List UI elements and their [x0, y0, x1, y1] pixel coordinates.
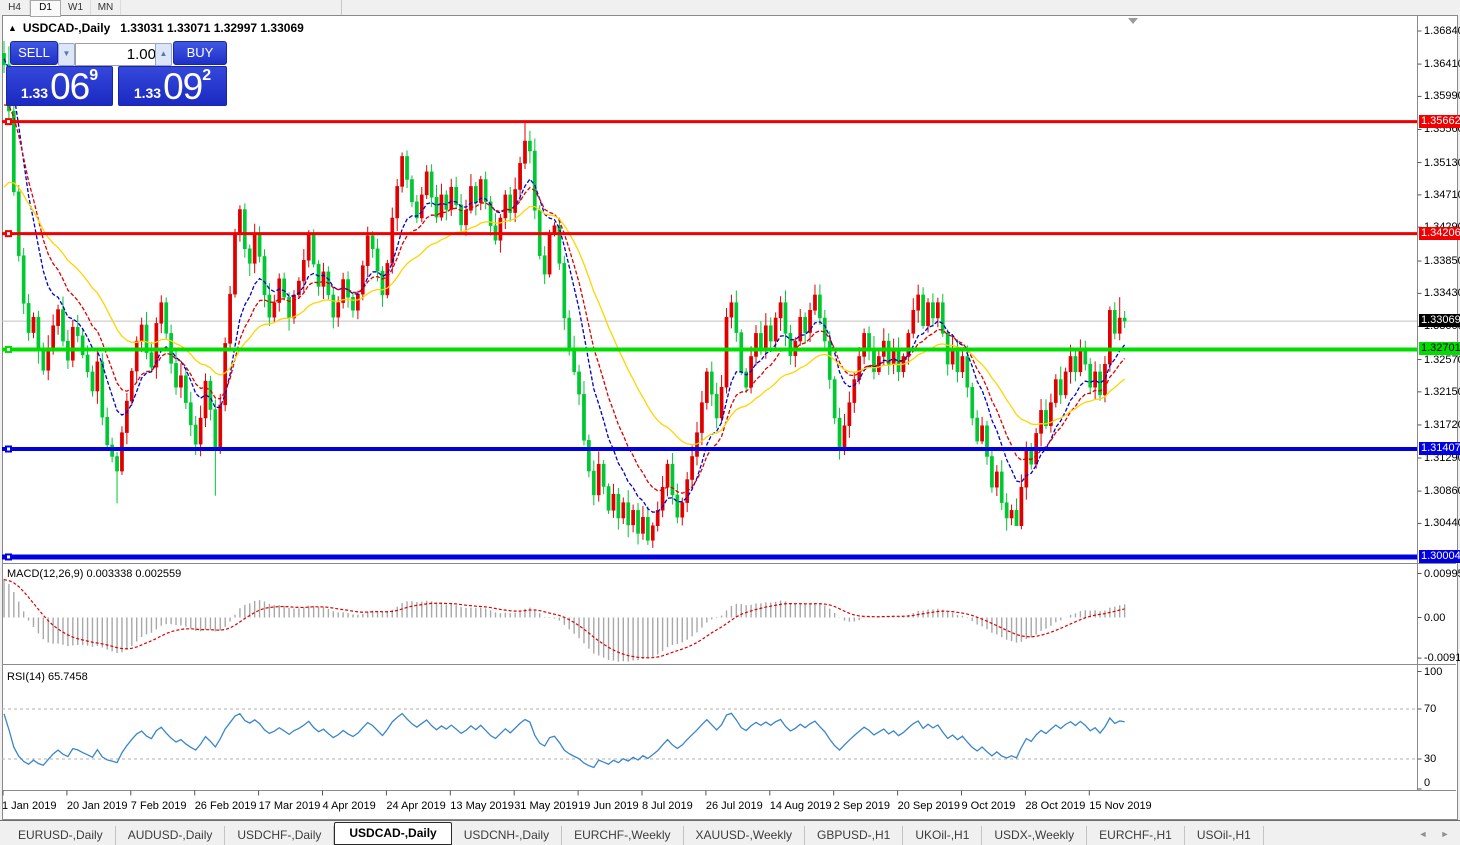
- price-axis-label: 1.34710: [1424, 188, 1460, 201]
- chart-symbol-label: USDCAD-,Daily: [22, 21, 111, 35]
- rsi-label: RSI(14) 65.7458: [7, 671, 88, 683]
- sell-price-big: 06: [50, 66, 90, 107]
- price-axis-label: 1.35130: [1424, 156, 1460, 169]
- arrow-down-icon: ▼: [62, 49, 71, 58]
- date-axis-label: 31 May 2019: [514, 800, 578, 812]
- tab-ukoil-h1[interactable]: UKOil-,H1: [903, 826, 983, 845]
- date-axis-label: 26 Jul 2019: [705, 800, 763, 812]
- rsi-axis-label: 0: [1424, 777, 1431, 789]
- date-axis-label: 26 Feb 2019: [194, 800, 257, 812]
- volume-increase-button[interactable]: ▲: [155, 43, 172, 66]
- price-axis-label: 1.31290: [1424, 452, 1460, 465]
- macd-axis-label: 0.009957: [1424, 567, 1460, 580]
- price-tag-1.35662: 1.35662: [1419, 114, 1460, 128]
- buy-price-button[interactable]: 1.33 09 2: [118, 66, 227, 106]
- price-axis-label: 1.36840: [1424, 25, 1460, 37]
- sell-price-small: 1.33: [20, 85, 49, 101]
- price-tag-1.32701: 1.32701: [1419, 342, 1460, 356]
- chart-window: [2, 15, 1458, 820]
- date-axis-label: 13 May 2019: [450, 800, 514, 812]
- price-axis-label: 1.32150: [1424, 385, 1460, 398]
- date-axis-label: 20 Sep 2019: [897, 800, 960, 812]
- buy-button[interactable]: BUY: [173, 41, 227, 65]
- date-axis-label: 4 Apr 2019: [322, 800, 376, 812]
- price-axis-label: 1.32570: [1424, 353, 1460, 366]
- current-price-tag: 1.33069: [1419, 314, 1460, 328]
- date-axis-label: 24 Apr 2019: [386, 800, 446, 812]
- tab-usdcnh-daily[interactable]: USDCNH-,Daily: [452, 826, 563, 845]
- timeframe-button-w1[interactable]: W1: [61, 0, 91, 15]
- price-axis-label: 1.36410: [1424, 58, 1460, 71]
- one-click-trade-panel: SELL ▼ ▲ BUY 1.33 06 9 1.33 09 2: [6, 41, 227, 106]
- date-axis-label: 9 Oct 2019: [961, 800, 1016, 812]
- date-axis-label: 19 Jun 2019: [578, 800, 639, 812]
- date-axis-label: 14 Aug 2019: [769, 800, 832, 812]
- buy-price-big: 09: [163, 66, 203, 107]
- price-tag-1.34206: 1.34206: [1419, 226, 1460, 240]
- buy-price-small: 1.33: [133, 85, 162, 101]
- buy-price-sup: 2: [202, 67, 212, 84]
- macd-axis-label: -0.009186: [1424, 652, 1460, 665]
- tab-usdcad-daily[interactable]: USDCAD-,Daily: [334, 822, 452, 845]
- timeframe-button-mn[interactable]: MN: [91, 0, 121, 15]
- chart-title: ▲ USDCAD-,Daily 1.33031 1.33071 1.32997 1.…: [8, 21, 304, 35]
- timeframe-toolbar: H4 D1 W1 MN: [0, 0, 1460, 17]
- macd-axis-label: 0.00: [1424, 611, 1446, 624]
- tab-scroll-left-icon[interactable]: ◄: [1418, 829, 1428, 839]
- tab-xauusd-weekly[interactable]: XAUUSD-,Weekly: [684, 826, 805, 845]
- price-axis-label: 1.30440: [1424, 517, 1460, 530]
- sell-button[interactable]: SELL: [10, 41, 58, 65]
- date-axis-label: 7 Feb 2019: [130, 800, 187, 812]
- date-axis-label: 15 Nov 2019: [1089, 800, 1152, 812]
- symbol-tab-bar: EURUSD-,Daily AUDUSD-,Daily USDCHF-,Daily U…: [0, 820, 1460, 845]
- date-axis-label: 20 Jan 2019: [66, 800, 128, 812]
- tab-usdx-weekly[interactable]: USDX-,Weekly: [982, 826, 1088, 845]
- price-axis-label: 1.33850: [1424, 255, 1460, 268]
- tab-usoil-h1[interactable]: USOil-,H1: [1185, 826, 1264, 845]
- sell-price-button[interactable]: 1.33 06 9: [6, 66, 113, 106]
- sell-price-sup: 9: [89, 67, 99, 84]
- volume-decrease-button[interactable]: ▼: [58, 43, 75, 66]
- tab-eurusd-daily[interactable]: EURUSD-,Daily: [6, 826, 116, 845]
- date-axis-label: 1 Jan 2019: [2, 800, 57, 812]
- date-axis-label: 17 Mar 2019: [258, 800, 321, 812]
- tab-scroll-right-icon[interactable]: ►: [1440, 829, 1450, 839]
- timeframe-button-h4[interactable]: H4: [0, 0, 30, 15]
- date-axis-label: 2 Sep 2019: [833, 800, 890, 812]
- date-axis-label: 8 Jul 2019: [642, 800, 693, 812]
- rsi-axis-label: 30: [1424, 753, 1437, 765]
- price-axis-label: 1.30860: [1424, 485, 1460, 498]
- tab-audusd-daily[interactable]: AUDUSD-,Daily: [116, 826, 226, 845]
- rsi-axis-label: 100: [1424, 666, 1443, 678]
- price-axis-label: 1.31720: [1424, 418, 1460, 431]
- tab-gbpusd-h1[interactable]: GBPUSD-,H1: [805, 826, 904, 845]
- tab-eurchf-weekly[interactable]: EURCHF-,Weekly: [562, 826, 684, 845]
- price-tag-1.30004: 1.30004: [1419, 549, 1460, 563]
- rsi-axis-label: 70: [1424, 703, 1437, 715]
- tab-usdchf-daily[interactable]: USDCHF-,Daily: [225, 826, 335, 845]
- macd-label: MACD(12,26,9) 0.003338 0.002559: [7, 568, 182, 580]
- price-tag-1.31407: 1.31407: [1419, 442, 1460, 455]
- price-axis-label: 1.35990: [1424, 90, 1460, 103]
- arrow-up-icon: ▲: [159, 49, 168, 58]
- tab-eurchf-h1[interactable]: EURCHF-,H1: [1087, 826, 1185, 845]
- toolbar-separator: [341, 0, 342, 15]
- price-axis-label: 1.33430: [1424, 287, 1460, 300]
- date-axis-label: 28 Oct 2019: [1025, 800, 1086, 812]
- chart-ohlc-values: 1.33031 1.33071 1.32997 1.33069: [120, 21, 304, 35]
- ohlc-marker-icon: ▲: [8, 23, 17, 33]
- timeframe-button-d1[interactable]: D1: [30, 0, 61, 17]
